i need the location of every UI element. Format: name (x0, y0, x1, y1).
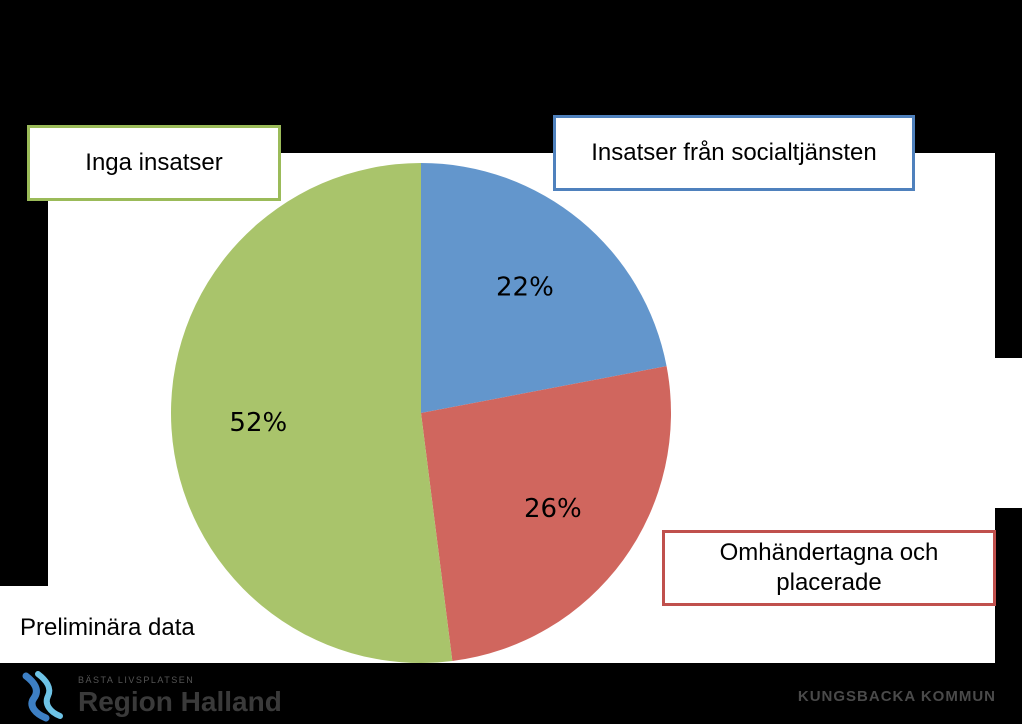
pie-slice-0 (421, 163, 667, 413)
chart-panel-right (995, 358, 1022, 508)
footer-municipality: KUNGSBACKA KOMMUN (797, 688, 996, 705)
preliminary-data-note: Preliminära data (20, 614, 195, 641)
footer-organization: Region Halland (78, 686, 282, 717)
legend-box-insatser-fran-socialtjansten: Insatser från socialtjänsten (553, 115, 915, 191)
pie-slice-1 (421, 366, 671, 662)
pie-slice-2 (171, 162, 453, 663)
legend-box-inga-insatser: Inga insatser (27, 125, 281, 201)
pie-value-label-1: 26% (524, 494, 582, 524)
pie-value-label-0: 22% (496, 272, 554, 302)
region-halland-logo: BÄSTA LIVSPLATSEN Region Halland (20, 668, 282, 724)
footer-tagline: BÄSTA LIVSPLATSEN (78, 675, 195, 685)
legend-label-inga-insatser: Inga insatser (85, 149, 223, 176)
region-halland-emblem-icon (22, 671, 63, 722)
legend-box-omhandertagna-och-placerade: Omhändertagna och placerade (662, 530, 996, 606)
pie-slices (171, 162, 671, 663)
legend-label-insatser-fran-socialtjansten: Insatser från socialtjänsten (591, 139, 877, 166)
pie-value-label-2: 52% (229, 408, 287, 438)
pie-value-labels: 22% 26% 52% (229, 272, 581, 523)
legend-label-omhandertagna-och-placerade: Omhändertagna och placerade (719, 539, 939, 596)
